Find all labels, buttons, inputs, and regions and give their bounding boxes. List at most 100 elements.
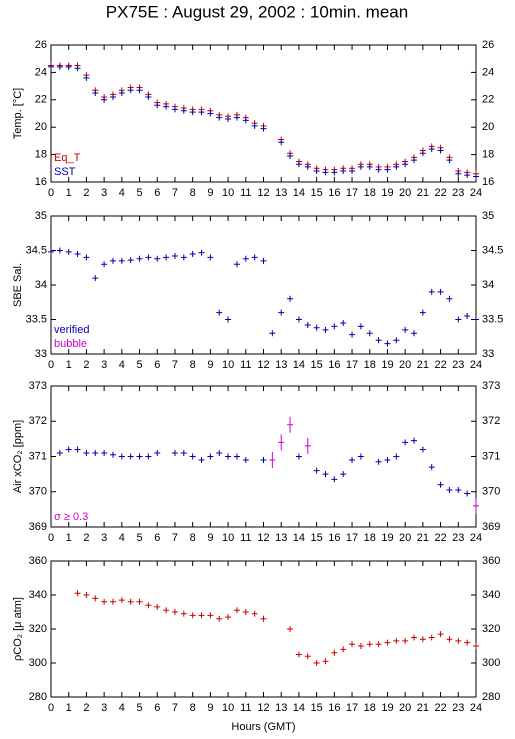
- x-tick-label: 15: [311, 532, 323, 544]
- point: [473, 643, 479, 649]
- point: [411, 157, 418, 164]
- x-tick-label: 21: [417, 702, 429, 714]
- x-tick-label: 17: [346, 702, 358, 714]
- y-tick-label-right: 373: [482, 380, 500, 392]
- point: [437, 147, 444, 154]
- point: [136, 87, 143, 94]
- y-tick-label: 22: [35, 94, 47, 106]
- point: [109, 257, 116, 264]
- x-tick-label: 24: [470, 359, 482, 371]
- point: [437, 631, 444, 638]
- point: [375, 641, 382, 648]
- point: [419, 636, 426, 643]
- y-tick-label: 34.5: [26, 244, 47, 256]
- point: [340, 471, 347, 478]
- point: [171, 106, 178, 113]
- x-tick-label: 20: [399, 187, 411, 199]
- point: [473, 497, 479, 514]
- point: [455, 170, 462, 177]
- point: [118, 453, 125, 460]
- x-tick-label: 16: [328, 359, 340, 371]
- x-tick-label: 7: [172, 702, 178, 714]
- point: [189, 109, 196, 116]
- point: [163, 607, 170, 614]
- x-tick-label: 17: [346, 532, 358, 544]
- point: [357, 163, 364, 170]
- point: [189, 612, 196, 619]
- x-tick-label: 23: [452, 359, 464, 371]
- point: [340, 319, 347, 326]
- point: [349, 457, 356, 464]
- x-tick-label: 10: [222, 359, 234, 371]
- point: [402, 637, 409, 644]
- point: [242, 609, 249, 615]
- point: [83, 592, 90, 598]
- point: [180, 254, 187, 261]
- y-tick-label-right: 340: [482, 589, 500, 601]
- point: [216, 449, 223, 456]
- x-tick-label: 0: [48, 532, 54, 544]
- legend-label: SST: [54, 166, 76, 178]
- x-tick-label: 13: [275, 359, 287, 371]
- x-tick-label: 19: [381, 532, 393, 544]
- point: [83, 254, 90, 261]
- point: [233, 453, 240, 460]
- point: [473, 173, 479, 180]
- point: [260, 615, 267, 622]
- point: [384, 166, 391, 173]
- y-tick-label-right: 33.5: [482, 313, 503, 325]
- x-tick-label: 5: [136, 532, 142, 544]
- point: [180, 107, 187, 114]
- plot-frame: [50, 44, 477, 183]
- point: [127, 257, 134, 264]
- point: [127, 87, 134, 94]
- x-tick-label: 14: [293, 187, 305, 199]
- point: [225, 614, 232, 621]
- y-tick-label: 372: [29, 415, 47, 427]
- x-tick-label: 1: [66, 187, 72, 199]
- point: [101, 598, 108, 605]
- point: [313, 324, 320, 331]
- x-tick-label: 10: [222, 702, 234, 714]
- x-tick-label: 5: [136, 359, 142, 371]
- x-tick-label: 3: [101, 187, 107, 199]
- point: [349, 641, 356, 648]
- point: [437, 288, 444, 295]
- x-tick-label: 11: [240, 359, 251, 371]
- x-tick-label: 2: [83, 702, 89, 714]
- point: [189, 453, 196, 460]
- y-tick-label: 370: [29, 486, 47, 498]
- x-tick-label: 14: [293, 532, 305, 544]
- x-tick-label: 7: [172, 187, 178, 199]
- point: [428, 146, 435, 153]
- point: [419, 309, 426, 316]
- point: [109, 451, 116, 458]
- x-tick-label: 20: [399, 359, 411, 371]
- y-tick-label-right: 35: [482, 210, 494, 222]
- point: [455, 486, 462, 493]
- x-tick-label: 21: [417, 359, 429, 371]
- y-tick-label-right: 370: [482, 486, 500, 498]
- point: [242, 457, 249, 464]
- y-tick-label: 373: [29, 380, 47, 392]
- legend-label: verified: [54, 324, 89, 336]
- point: [207, 254, 214, 261]
- point: [349, 168, 356, 175]
- x-tick-label: 21: [417, 187, 429, 199]
- point: [101, 96, 108, 103]
- point: [331, 169, 338, 176]
- point: [464, 313, 471, 320]
- x-tick-label: 15: [311, 702, 323, 714]
- point: [207, 110, 214, 117]
- x-tick-label: 19: [381, 702, 393, 714]
- point: [304, 437, 311, 454]
- point: [136, 598, 143, 605]
- point: [295, 453, 302, 460]
- point: [366, 641, 373, 648]
- point: [233, 114, 240, 121]
- point: [287, 152, 294, 159]
- y-tick-label: 360: [29, 555, 47, 567]
- point: [357, 453, 364, 460]
- point: [207, 612, 214, 619]
- y-tick-label: 280: [29, 691, 47, 703]
